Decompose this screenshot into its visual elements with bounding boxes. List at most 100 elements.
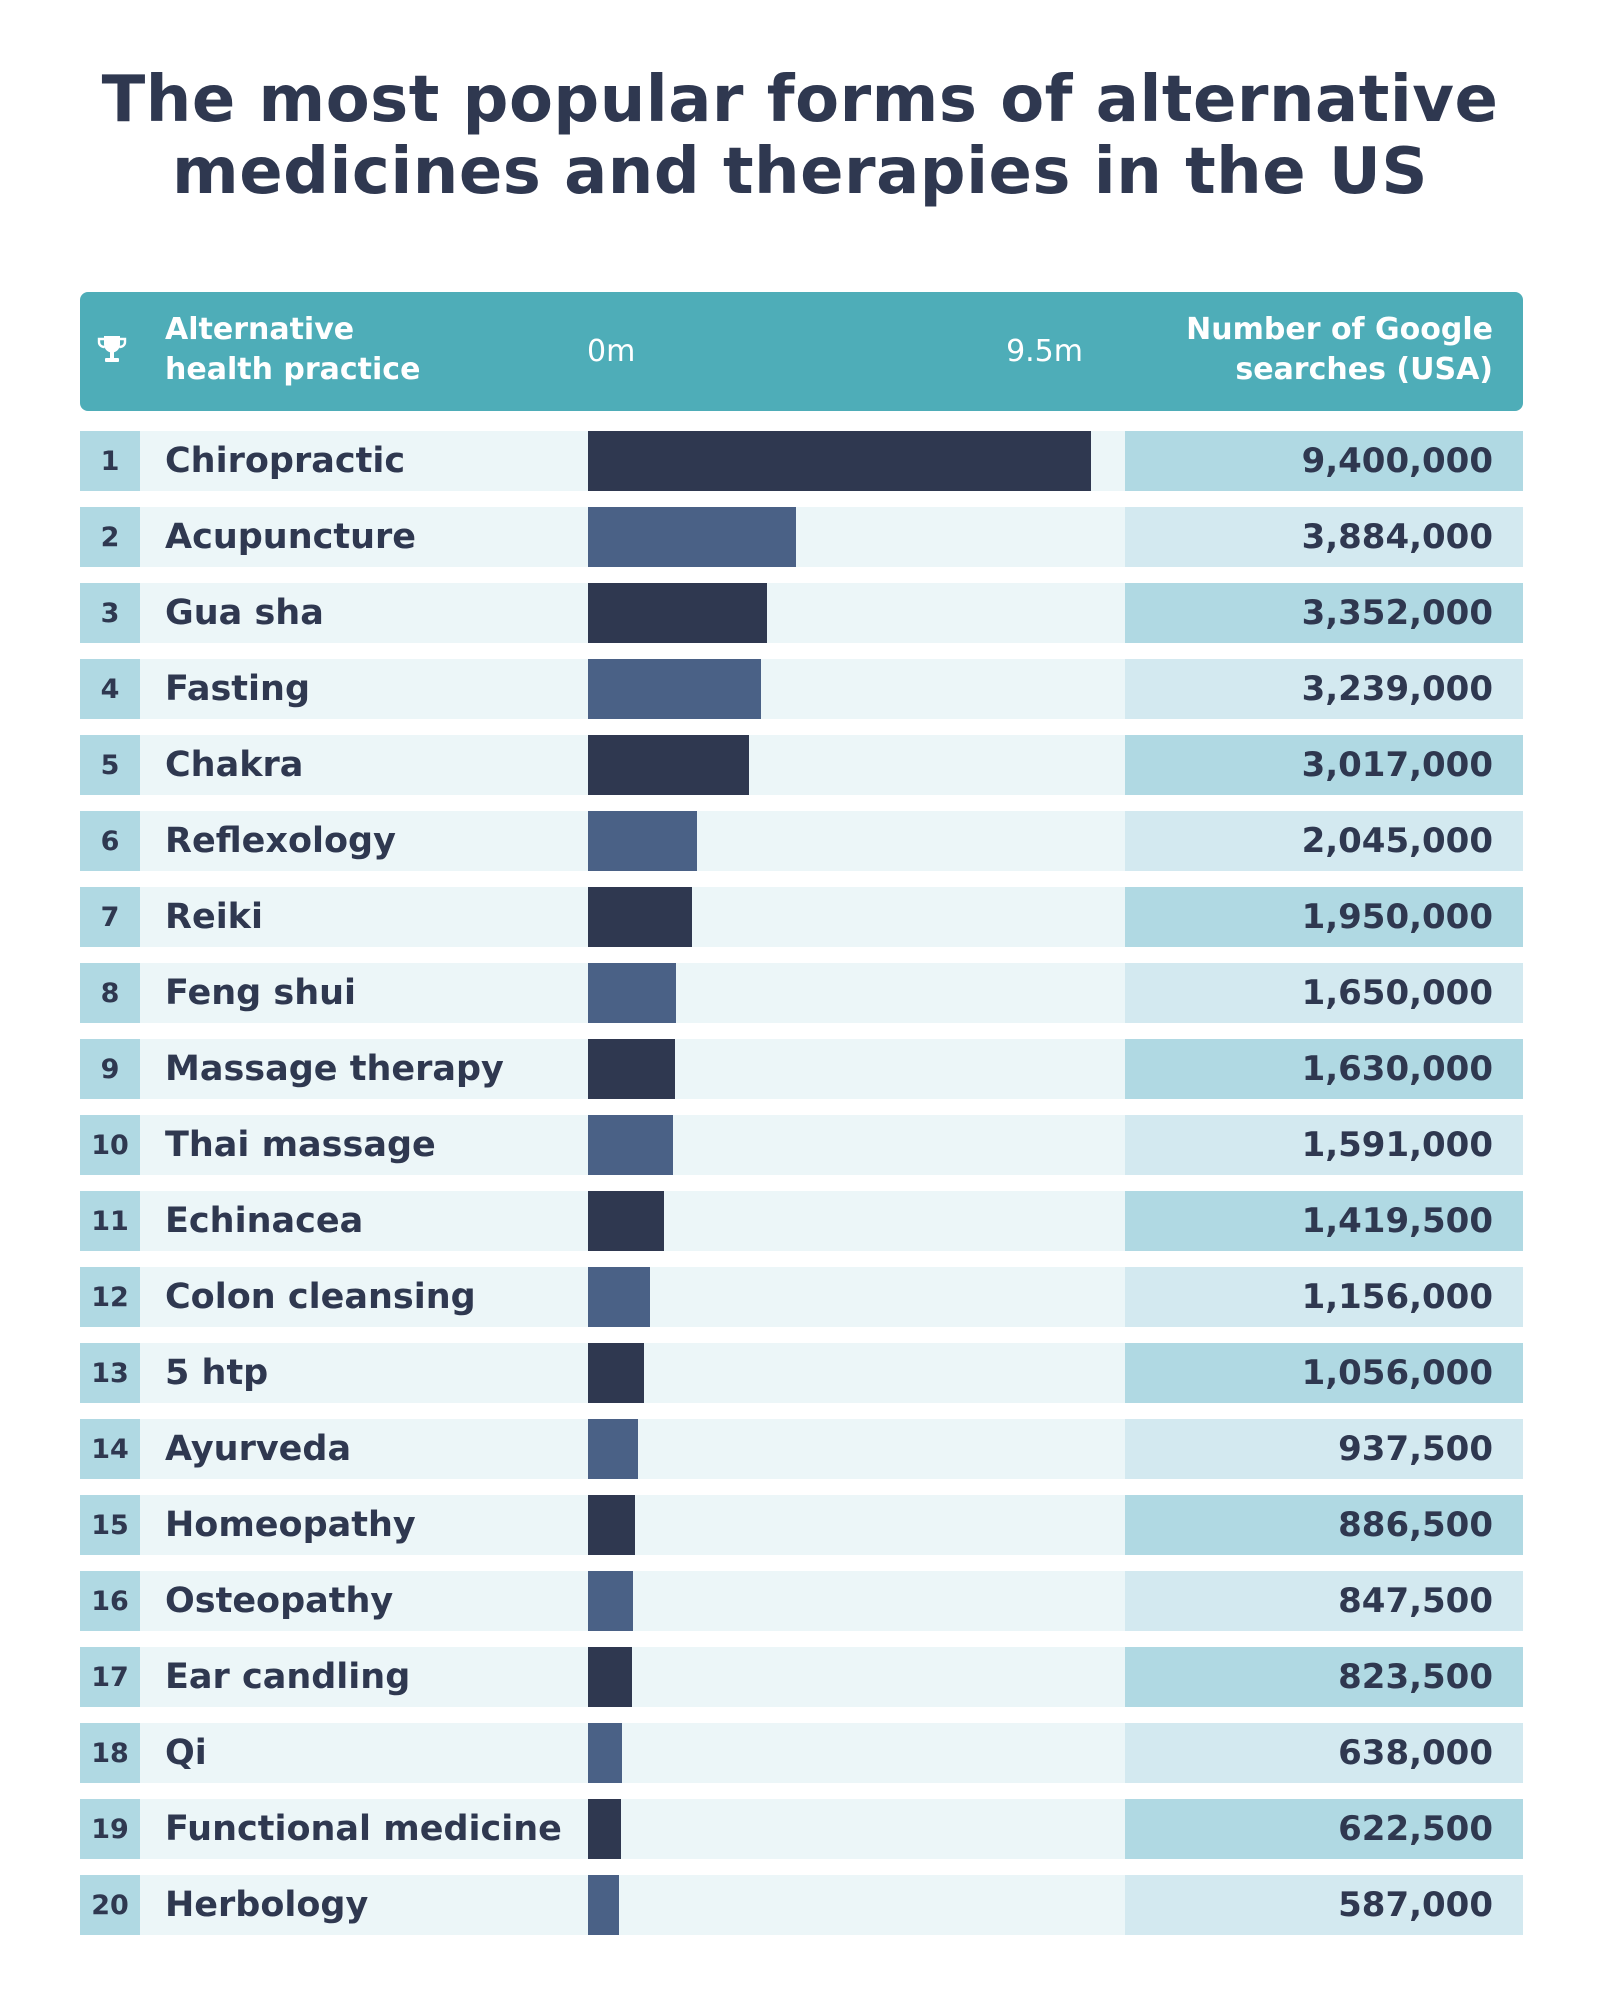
table-row: 20 Herbology 587,000 bbox=[80, 1875, 1523, 1935]
rank-label: 16 bbox=[80, 1571, 140, 1631]
chart-title: The most popular forms of alternative me… bbox=[0, 64, 1600, 208]
rank-label: 8 bbox=[80, 963, 140, 1023]
value-label: 9,400,000 bbox=[1125, 431, 1523, 491]
value-label: 1,650,000 bbox=[1125, 963, 1523, 1023]
category-label: Osteopathy bbox=[165, 1581, 394, 1621]
value-label: 1,419,500 bbox=[1125, 1191, 1523, 1251]
category-label: Chiropractic bbox=[165, 441, 406, 481]
value-label: 622,500 bbox=[1125, 1799, 1523, 1859]
row-background bbox=[140, 1267, 1183, 1327]
bar bbox=[588, 1723, 622, 1783]
table-row: 14 Ayurveda 937,500 bbox=[80, 1419, 1523, 1479]
value-label: 3,239,000 bbox=[1125, 659, 1523, 719]
searches-header-line-2: searches (USA) bbox=[1235, 352, 1493, 387]
rank-label: 19 bbox=[80, 1799, 140, 1859]
bar bbox=[588, 507, 796, 567]
practice-column-header: Alternative health practice bbox=[165, 310, 465, 390]
rank-label: 2 bbox=[80, 507, 140, 567]
bar bbox=[588, 735, 749, 795]
row-background bbox=[140, 1419, 1183, 1479]
bar bbox=[588, 583, 767, 643]
table-row: 18 Qi 638,000 bbox=[80, 1723, 1523, 1783]
rank-label: 17 bbox=[80, 1647, 140, 1707]
rank-label: 20 bbox=[80, 1875, 140, 1935]
row-background bbox=[140, 1799, 1183, 1859]
value-label: 1,630,000 bbox=[1125, 1039, 1523, 1099]
rank-label: 5 bbox=[80, 735, 140, 795]
table-row: 7 Reiki 1,950,000 bbox=[80, 887, 1523, 947]
bar bbox=[588, 1267, 650, 1327]
category-label: Reflexology bbox=[165, 821, 396, 861]
bar bbox=[588, 1191, 664, 1251]
category-label: Ear candling bbox=[165, 1657, 411, 1697]
value-label: 1,156,000 bbox=[1125, 1267, 1523, 1327]
chart-title-line-2: medicines and therapies in the US bbox=[172, 135, 1428, 209]
category-label: Qi bbox=[165, 1733, 207, 1773]
value-label: 1,591,000 bbox=[1125, 1115, 1523, 1175]
category-label: Homeopathy bbox=[165, 1505, 416, 1545]
table-row: 13 5 htp 1,056,000 bbox=[80, 1343, 1523, 1403]
row-background bbox=[140, 1571, 1183, 1631]
bar bbox=[588, 887, 692, 947]
row-background bbox=[140, 1343, 1183, 1403]
rank-label: 12 bbox=[80, 1267, 140, 1327]
trophy-icon bbox=[97, 336, 127, 362]
category-label: Thai massage bbox=[165, 1125, 436, 1165]
bar bbox=[588, 431, 1091, 491]
category-label: Fasting bbox=[165, 669, 311, 709]
table-header: Alternative health practice 0m 9.5m Numb… bbox=[80, 292, 1523, 411]
rank-label: 4 bbox=[80, 659, 140, 719]
rank-label: 10 bbox=[80, 1115, 140, 1175]
value-label: 3,352,000 bbox=[1125, 583, 1523, 643]
table-row: 3 Gua sha 3,352,000 bbox=[80, 583, 1523, 643]
rank-label: 11 bbox=[80, 1191, 140, 1251]
rank-label: 18 bbox=[80, 1723, 140, 1783]
table-row: 5 Chakra 3,017,000 bbox=[80, 735, 1523, 795]
category-label: Colon cleansing bbox=[165, 1277, 476, 1317]
value-label: 1,056,000 bbox=[1125, 1343, 1523, 1403]
bar bbox=[588, 1647, 632, 1707]
bar bbox=[588, 1799, 621, 1859]
table-row: 6 Reflexology 2,045,000 bbox=[80, 811, 1523, 871]
category-label: Gua sha bbox=[165, 593, 324, 633]
rank-label: 15 bbox=[80, 1495, 140, 1555]
axis-min-label: 0m bbox=[587, 334, 636, 369]
value-label: 847,500 bbox=[1125, 1571, 1523, 1631]
table-row: 1 Chiropractic 9,400,000 bbox=[80, 431, 1523, 491]
table-row: 15 Homeopathy 886,500 bbox=[80, 1495, 1523, 1555]
rank-label: 1 bbox=[80, 431, 140, 491]
rank-label: 3 bbox=[80, 583, 140, 643]
bar bbox=[588, 1571, 633, 1631]
row-background bbox=[140, 1723, 1183, 1783]
table-row: 2 Acupuncture 3,884,000 bbox=[80, 507, 1523, 567]
category-label: Massage therapy bbox=[165, 1049, 504, 1089]
category-label: Acupuncture bbox=[165, 517, 417, 557]
value-label: 886,500 bbox=[1125, 1495, 1523, 1555]
table-row: 11 Echinacea 1,419,500 bbox=[80, 1191, 1523, 1251]
category-label: Echinacea bbox=[165, 1201, 364, 1241]
table-row: 8 Feng shui 1,650,000 bbox=[80, 963, 1523, 1023]
category-label: Herbology bbox=[165, 1885, 369, 1925]
rank-label: 13 bbox=[80, 1343, 140, 1403]
table-row: 4 Fasting 3,239,000 bbox=[80, 659, 1523, 719]
practice-header-line-1: Alternative bbox=[165, 312, 355, 347]
row-background bbox=[140, 1647, 1183, 1707]
category-label: Reiki bbox=[165, 897, 263, 937]
bar bbox=[588, 1343, 644, 1403]
value-label: 587,000 bbox=[1125, 1875, 1523, 1935]
bar bbox=[588, 1115, 673, 1175]
rank-label: 14 bbox=[80, 1419, 140, 1479]
bar bbox=[588, 1875, 619, 1935]
category-label: Functional medicine bbox=[165, 1809, 562, 1849]
category-label: 5 htp bbox=[165, 1353, 269, 1393]
value-label: 2,045,000 bbox=[1125, 811, 1523, 871]
row-background bbox=[140, 1495, 1183, 1555]
table-row: 17 Ear candling 823,500 bbox=[80, 1647, 1523, 1707]
value-label: 3,884,000 bbox=[1125, 507, 1523, 567]
axis-max-label: 9.5m bbox=[1006, 334, 1083, 369]
category-label: Feng shui bbox=[165, 973, 357, 1013]
bar bbox=[588, 1039, 675, 1099]
bar bbox=[588, 963, 676, 1023]
bar bbox=[588, 811, 697, 871]
category-label: Chakra bbox=[165, 745, 304, 785]
